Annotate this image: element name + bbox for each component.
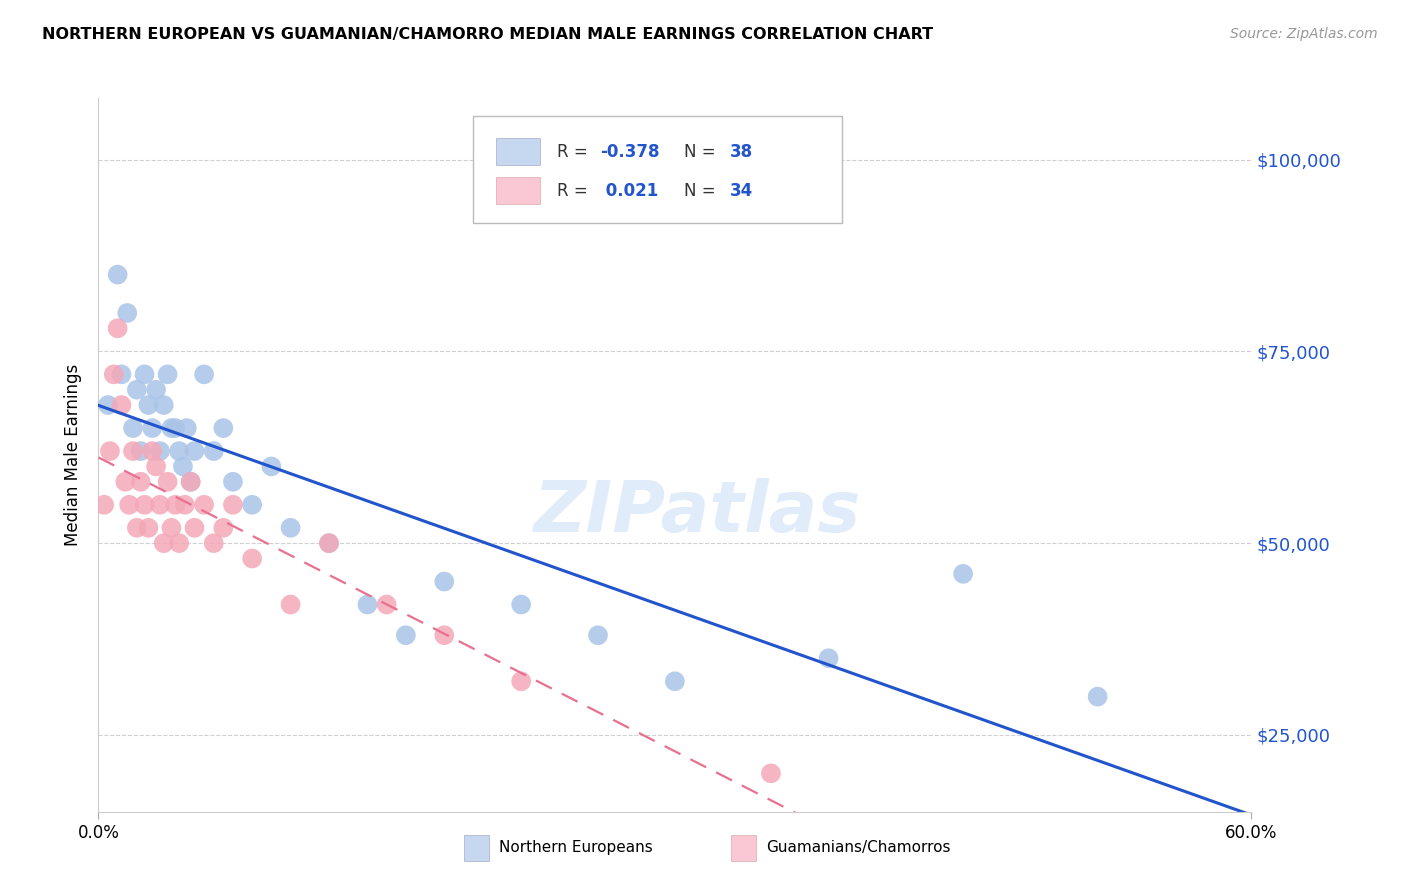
Point xyxy=(134,498,156,512)
Point xyxy=(145,459,167,474)
Point xyxy=(433,574,456,589)
Point xyxy=(125,521,148,535)
Point xyxy=(167,536,190,550)
Point xyxy=(149,498,172,512)
Point xyxy=(664,674,686,689)
Point xyxy=(98,444,121,458)
Text: ZIPatlas: ZIPatlas xyxy=(534,477,862,547)
Point xyxy=(172,459,194,474)
Point xyxy=(122,421,145,435)
Point xyxy=(356,598,378,612)
Point xyxy=(138,521,160,535)
Point xyxy=(222,498,245,512)
Point xyxy=(156,475,179,489)
Point xyxy=(180,475,202,489)
Y-axis label: Median Male Earnings: Median Male Earnings xyxy=(65,364,83,546)
Point xyxy=(433,628,456,642)
Text: 38: 38 xyxy=(730,143,754,161)
Point xyxy=(110,368,132,382)
Point xyxy=(240,551,263,566)
Point xyxy=(165,498,187,512)
FancyBboxPatch shape xyxy=(472,116,842,223)
Point xyxy=(817,651,839,665)
Point xyxy=(156,368,179,382)
Point xyxy=(1087,690,1109,704)
Point xyxy=(260,459,283,474)
Point xyxy=(183,444,205,458)
Point xyxy=(118,498,141,512)
Point xyxy=(93,498,115,512)
Point xyxy=(952,566,974,581)
Point xyxy=(107,321,129,335)
Point xyxy=(117,306,139,320)
Point xyxy=(193,498,215,512)
Point xyxy=(180,475,202,489)
Text: Source: ZipAtlas.com: Source: ZipAtlas.com xyxy=(1230,27,1378,41)
Text: NORTHERN EUROPEAN VS GUAMANIAN/CHAMORRO MEDIAN MALE EARNINGS CORRELATION CHART: NORTHERN EUROPEAN VS GUAMANIAN/CHAMORRO … xyxy=(42,27,934,42)
Text: Northern Europeans: Northern Europeans xyxy=(499,840,652,855)
Point xyxy=(141,421,163,435)
Point xyxy=(134,368,156,382)
Point xyxy=(107,268,129,282)
Point xyxy=(122,444,145,458)
Point xyxy=(114,475,136,489)
Point xyxy=(97,398,120,412)
Point xyxy=(183,521,205,535)
Point xyxy=(125,383,148,397)
Point xyxy=(145,383,167,397)
Point xyxy=(280,521,302,535)
Point xyxy=(176,421,198,435)
Point xyxy=(129,475,152,489)
Point xyxy=(395,628,418,642)
Point xyxy=(240,498,263,512)
Text: 34: 34 xyxy=(730,182,754,200)
Point xyxy=(280,598,302,612)
Point xyxy=(165,421,187,435)
Point xyxy=(318,536,340,550)
FancyBboxPatch shape xyxy=(496,178,540,204)
Point xyxy=(222,475,245,489)
Text: -0.378: -0.378 xyxy=(600,143,659,161)
Text: R =: R = xyxy=(557,182,593,200)
Point xyxy=(174,498,197,512)
Point xyxy=(759,766,782,780)
Point xyxy=(212,421,235,435)
Point xyxy=(138,398,160,412)
Text: Guamanians/Chamorros: Guamanians/Chamorros xyxy=(766,840,950,855)
Point xyxy=(212,521,235,535)
Point xyxy=(160,421,183,435)
Point xyxy=(149,444,172,458)
Point xyxy=(110,398,132,412)
Point xyxy=(152,536,174,550)
Point xyxy=(318,536,340,550)
Point xyxy=(510,674,533,689)
Point xyxy=(141,444,163,458)
Text: N =: N = xyxy=(685,182,721,200)
FancyBboxPatch shape xyxy=(496,138,540,165)
Point xyxy=(129,444,152,458)
Point xyxy=(152,398,174,412)
Point xyxy=(193,368,215,382)
Point xyxy=(375,598,398,612)
Point xyxy=(202,444,225,458)
Text: 0.021: 0.021 xyxy=(600,182,658,200)
Point xyxy=(167,444,190,458)
Point xyxy=(202,536,225,550)
Text: N =: N = xyxy=(685,143,721,161)
Point xyxy=(510,598,533,612)
Point xyxy=(160,521,183,535)
Point xyxy=(103,368,125,382)
Point xyxy=(586,628,609,642)
Text: R =: R = xyxy=(557,143,593,161)
